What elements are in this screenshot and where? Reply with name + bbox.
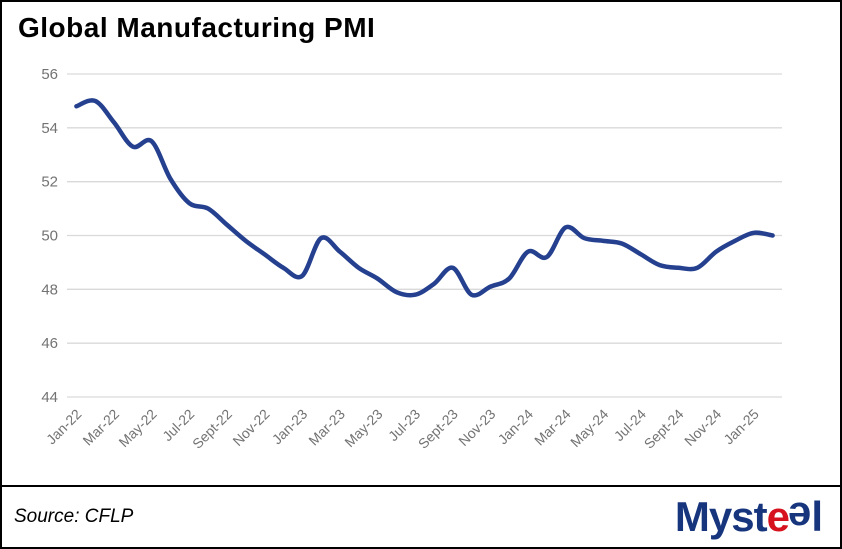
y-axis-labels: 44 46 48 50 52 54 56 [41,66,58,406]
y-tick-label: 56 [41,66,58,83]
mysteel-logo: Mysteel [674,493,828,541]
pmi-line [74,98,775,298]
x-tick-label: Sept-24 [641,406,687,452]
x-tick-label: Jan-23 [269,406,311,448]
x-tick-label: May-24 [567,406,611,450]
source-label: Source: CFLP [14,506,134,527]
y-tick-label: 52 [41,174,58,191]
y-gridlines [67,73,782,398]
chart-title: Global Manufacturing PMI [18,12,376,43]
y-tick-label: 48 [41,281,58,298]
y-tick-label: 44 [41,389,58,406]
x-tick-label: Nov-22 [229,406,272,449]
y-tick-label: 54 [41,120,58,137]
logo-text-l: l [811,493,823,540]
x-tick-label: Jan-24 [495,406,537,448]
footer-bar: Source: CFLP Mysteel [2,485,840,547]
x-tick-label: Sept-23 [415,406,461,452]
x-tick-label: Nov-24 [681,406,724,449]
logo-blue-rotated-e: e [788,494,812,541]
logo-red-e: e [766,493,790,540]
x-tick-label: May-22 [115,406,159,450]
x-tick-label: Sept-22 [189,406,235,452]
x-tick-label: Jan-22 [43,406,85,448]
x-tick-label: Nov-23 [455,406,498,449]
x-tick-label: Jan-25 [720,406,762,448]
x-tick-label: May-23 [341,406,385,450]
logo-text-myst: Myst [674,493,768,540]
y-tick-label: 46 [41,335,58,352]
y-tick-label: 50 [41,228,58,245]
x-tick-label: Mar-24 [531,406,574,449]
x-tick-label: Mar-23 [305,406,348,449]
x-tick-label: Mar-22 [79,406,122,449]
